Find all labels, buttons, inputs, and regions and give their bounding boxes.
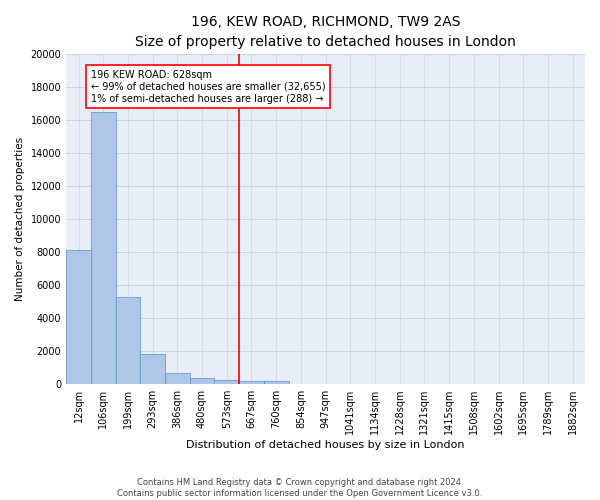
Y-axis label: Number of detached properties: Number of detached properties [15,137,25,301]
Text: 196 KEW ROAD: 628sqm
← 99% of detached houses are smaller (32,655)
1% of semi-de: 196 KEW ROAD: 628sqm ← 99% of detached h… [91,70,325,104]
Bar [190,378,214,384]
Bar [239,381,264,384]
Bar [165,372,190,384]
Bar [214,380,239,384]
Bar [91,112,116,384]
Bar [116,296,140,384]
Bar [264,381,289,384]
Bar [140,354,165,384]
Bar [66,250,91,384]
Text: Contains HM Land Registry data © Crown copyright and database right 2024.
Contai: Contains HM Land Registry data © Crown c… [118,478,482,498]
X-axis label: Distribution of detached houses by size in London: Distribution of detached houses by size … [187,440,465,450]
Title: 196, KEW ROAD, RICHMOND, TW9 2AS
Size of property relative to detached houses in: 196, KEW ROAD, RICHMOND, TW9 2AS Size of… [135,15,516,48]
